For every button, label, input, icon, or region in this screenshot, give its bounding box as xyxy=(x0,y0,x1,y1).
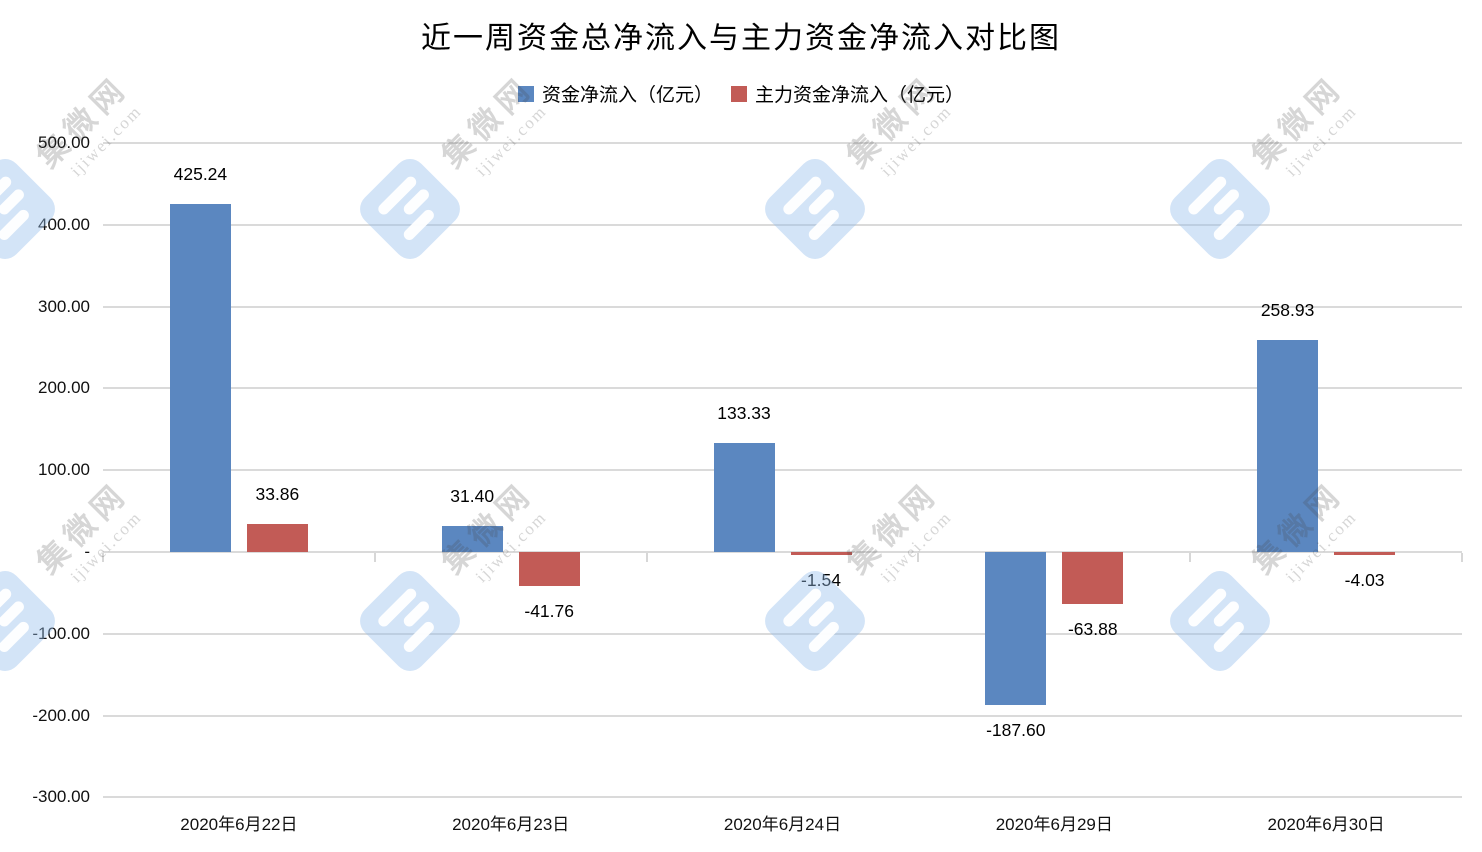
legend-swatch-icon xyxy=(731,85,747,102)
y-axis-label: - xyxy=(84,542,90,561)
axis-tick xyxy=(1461,553,1463,562)
bar-value-label: 133.33 xyxy=(717,402,771,423)
gridline xyxy=(103,305,1462,308)
y-axis-label: -300.00 xyxy=(32,787,90,807)
bar-total-2 xyxy=(441,526,503,552)
legend: 资金净流入（亿元） 主力资金净流入（亿元） xyxy=(0,80,1482,107)
bar-main-1 xyxy=(246,524,308,552)
gridline xyxy=(103,142,1462,145)
bar-value-label: 33.86 xyxy=(255,484,300,505)
y-axis-label: -200.00 xyxy=(32,705,90,725)
bar-total-1 xyxy=(169,204,231,552)
bar-value-label: -1.54 xyxy=(801,570,841,590)
y-axis-label: 400.00 xyxy=(38,214,90,234)
bar-total-3 xyxy=(713,442,775,552)
y-axis-label: -100.00 xyxy=(32,623,90,643)
gridline xyxy=(103,714,1462,717)
bar-main-4 xyxy=(1062,552,1124,605)
axis-tick xyxy=(102,553,104,562)
legend-item-label: 资金净流入（亿元） xyxy=(541,85,713,106)
bar-value-label: -4.03 xyxy=(1344,570,1385,591)
axis-tick xyxy=(917,553,920,562)
y-axis-label: 300.00 xyxy=(38,296,90,316)
y-axis-label: 100.00 xyxy=(38,460,90,480)
bar-value-label: -41.76 xyxy=(524,601,574,622)
bar-value-label: 425.24 xyxy=(173,164,228,185)
bar-main-3 xyxy=(790,552,852,555)
bar-value-label: 258.93 xyxy=(1260,300,1315,321)
chart-title: 近一周资金总净流入与主力资金净流入对比图 xyxy=(421,22,1061,55)
axis-tick xyxy=(373,553,376,562)
x-axis-label: 2020年6月23日 xyxy=(452,815,570,834)
bar-value-label: -63.88 xyxy=(1067,619,1118,640)
legend-item-main-inflow: 主力资金净流入（亿元） xyxy=(731,80,964,107)
gridline xyxy=(103,469,1462,472)
y-axis-label: 500.00 xyxy=(38,133,90,153)
bar-value-label: 31.40 xyxy=(450,486,495,507)
x-axis-label: 2020年6月29日 xyxy=(995,815,1113,834)
x-axis-label: 2020年6月30日 xyxy=(1267,815,1385,834)
bar-total-4 xyxy=(985,552,1047,706)
gridline xyxy=(103,223,1462,226)
y-axis-label: 200.00 xyxy=(38,378,90,398)
x-axis-label: 2020年6月24日 xyxy=(723,815,842,834)
legend-item-label: 主力资金净流入（亿元） xyxy=(755,85,965,106)
gridline xyxy=(103,796,1462,799)
bar-total-5 xyxy=(1257,340,1319,552)
bar-value-label: -187.60 xyxy=(986,720,1046,741)
gridline xyxy=(103,387,1462,390)
legend-item-total-inflow: 资金净流入（亿元） xyxy=(517,80,713,107)
legend-swatch-icon xyxy=(517,85,534,102)
gridline xyxy=(103,632,1462,635)
zero-gridline xyxy=(103,551,1462,553)
bar-main-2 xyxy=(518,552,580,587)
x-axis-label: 2020年6月22日 xyxy=(180,815,298,834)
axis-tick xyxy=(1189,553,1192,562)
axis-tick xyxy=(645,553,648,562)
bar-main-5 xyxy=(1334,552,1396,556)
